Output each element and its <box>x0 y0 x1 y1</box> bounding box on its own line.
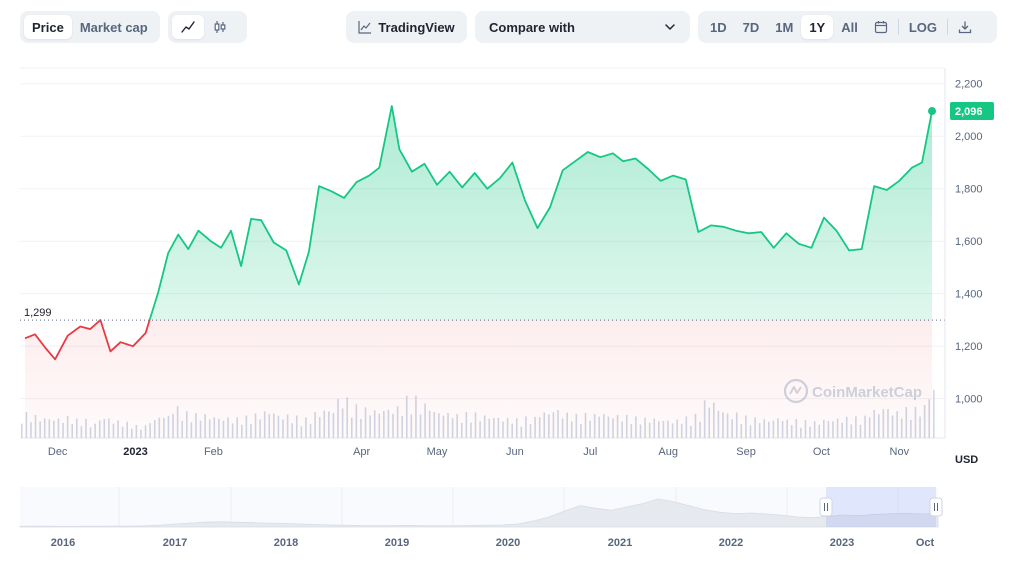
reference-price-label: 1,299 <box>24 307 52 319</box>
tab-price[interactable]: Price <box>24 15 72 39</box>
x-tick-label: Apr <box>353 446 370 458</box>
range-1y[interactable]: 1Y <box>801 15 834 39</box>
last-price-dot <box>928 107 936 116</box>
x-tick-label: May <box>427 446 448 458</box>
volume-bar <box>21 423 23 438</box>
y-tick-label: 1,400 <box>955 289 983 301</box>
chart-toolbar: Price Market cap TradingView Compare wit… <box>0 11 1026 43</box>
x-tick-label: Dec <box>48 446 68 458</box>
price-line-up <box>98 105 933 321</box>
tradingview-button[interactable]: TradingView <box>346 11 467 43</box>
watermark: CoinMarketCap <box>783 378 922 404</box>
range-7d[interactable]: 7D <box>742 19 760 35</box>
x-tick-label: Oct <box>813 446 830 458</box>
navigator-x-axis: 2016 2017 2018 2019 2020 2021 2022 2023 Oct <box>51 537 935 549</box>
navigator-handle-grip[interactable] <box>819 497 833 517</box>
x-axis: Dec 2023 Feb Apr May Jun Jul Aug Sep Oct Nov <box>48 446 910 458</box>
x-tick-label: Jun <box>506 446 524 458</box>
navigator-tick-label: 2017 <box>163 537 187 549</box>
navigator-tick-label: 2022 <box>719 537 743 549</box>
currency-label: USD <box>955 454 978 466</box>
log-scale-button[interactable]: LOG <box>908 19 938 35</box>
navigator-tick-label: 2020 <box>496 537 520 549</box>
y-tick-label: 1,200 <box>955 341 983 353</box>
y-axis: 1,000 1,200 1,400 1,600 1,800 2,000 2,200 <box>944 68 983 438</box>
tradingview-icon <box>358 21 372 34</box>
x-tick-label: Sep <box>736 446 756 458</box>
navigator-tick-label: 2023 <box>830 537 854 549</box>
y-tick-label: 2,200 <box>955 79 983 91</box>
line-view-button[interactable] <box>172 15 204 39</box>
x-tick-label: Jul <box>583 446 597 458</box>
navigator-tick-label: 2018 <box>274 537 298 549</box>
price-area-up <box>100 106 932 321</box>
y-tick-label: 1,600 <box>955 236 983 248</box>
line-chart-icon <box>181 21 195 33</box>
y-tick-label: 1,800 <box>955 184 983 196</box>
price-area-down <box>25 320 932 438</box>
navigator-tick-label: 2021 <box>608 537 632 549</box>
date-range-button[interactable] <box>866 15 896 39</box>
chart-type-tabs: Price Market cap <box>20 11 160 43</box>
y-tick-label: 2,000 <box>955 131 983 143</box>
x-tick-label: Nov <box>890 446 910 458</box>
navigator-area <box>19 498 939 528</box>
watermark-text: CoinMarketCap <box>812 384 922 401</box>
tab-market-cap[interactable]: Market cap <box>79 19 148 35</box>
download-icon <box>958 21 972 34</box>
navigator-handle-right[interactable] <box>929 497 943 517</box>
compare-with-label: Compare with <box>489 19 575 35</box>
chevron-down-icon <box>665 24 675 30</box>
volume-bar <box>933 389 935 438</box>
calendar-icon <box>874 21 887 34</box>
price-line <box>24 105 933 361</box>
download-button[interactable] <box>950 15 980 39</box>
toolbar-divider <box>897 19 899 35</box>
range-all[interactable]: All <box>841 19 858 35</box>
y-tick-label: 1,000 <box>955 394 983 406</box>
navigator-tick-label: 2019 <box>385 537 409 549</box>
navigator-tick-label: 2016 <box>51 537 75 549</box>
navigator-handle-left[interactable] <box>819 497 833 517</box>
range-1m[interactable]: 1M <box>775 19 794 35</box>
last-price-label: 2,096 <box>955 106 983 118</box>
last-price-badge <box>950 102 994 121</box>
navigator-handle-grip[interactable] <box>929 497 943 517</box>
x-tick-label: 2023 <box>123 446 147 458</box>
time-range-tabs: 1D 7D 1M 1Y All LOG <box>698 11 997 43</box>
candlestick-icon <box>214 21 226 33</box>
tradingview-label: TradingView <box>378 19 455 35</box>
range-1d[interactable]: 1D <box>710 19 727 35</box>
x-tick-label: Feb <box>204 446 223 458</box>
toolbar-divider <box>947 19 949 35</box>
price-area <box>25 106 932 438</box>
range-navigator[interactable]: 2016 2017 2018 2019 2020 2021 2022 2023 Oct <box>0 480 1026 565</box>
price-chart[interactable]: 1,299 1,000 1,200 1,400 1,600 1,800 2,000 2,20… <box>0 60 1026 475</box>
x-tick-label: Aug <box>658 446 678 458</box>
chart-view-toggle <box>168 11 247 43</box>
candlestick-view-button[interactable] <box>204 15 236 39</box>
navigator-tick-label: Oct <box>916 537 935 549</box>
compare-with-dropdown[interactable]: Compare with <box>475 11 690 43</box>
navigator-selection[interactable] <box>826 487 936 527</box>
